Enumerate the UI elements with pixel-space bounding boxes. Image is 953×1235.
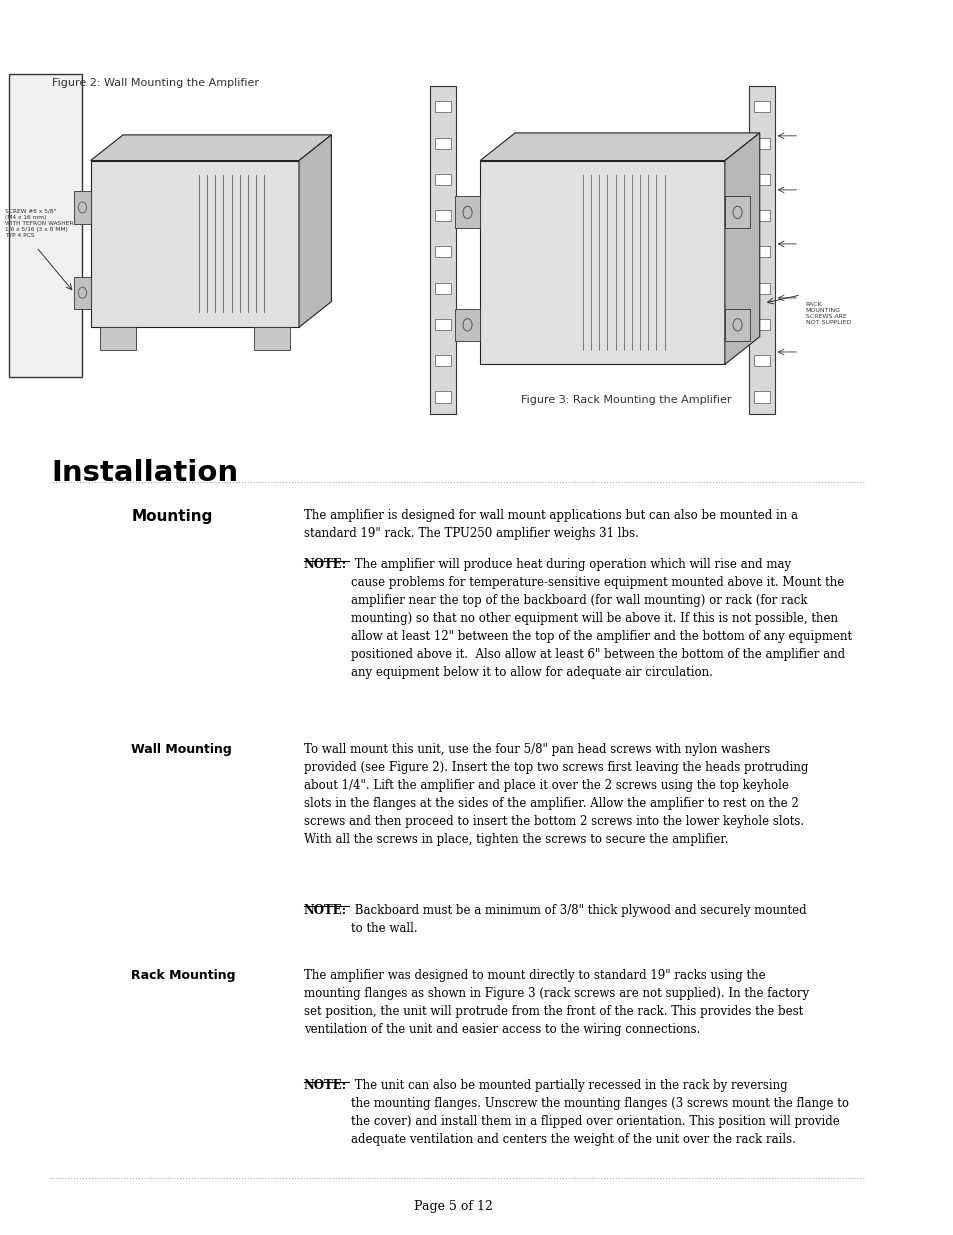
Polygon shape <box>724 133 759 364</box>
Polygon shape <box>91 161 298 327</box>
Polygon shape <box>455 196 479 228</box>
Text: NOTE:: NOTE: <box>303 904 346 918</box>
Bar <box>435 210 451 221</box>
Bar <box>753 356 769 367</box>
Text: The unit can also be mounted partially recessed in the rack by reversing
the mou: The unit can also be mounted partially r… <box>351 1079 848 1146</box>
Text: The amplifier was designed to mount directly to standard 19" racks using the
mou: The amplifier was designed to mount dire… <box>303 969 808 1036</box>
Polygon shape <box>74 277 91 309</box>
Bar <box>435 283 451 294</box>
Text: Mounting: Mounting <box>132 509 213 524</box>
Bar <box>753 137 769 148</box>
Polygon shape <box>298 135 331 327</box>
Bar <box>753 210 769 221</box>
Bar <box>435 247 451 258</box>
Text: SCREW #6 x 5/8"
(M4 x 16 mm)
WITH TEFRON WASHER
1/6 x 5/16 (3 x 8 MM)
TYP 4 PCS: SCREW #6 x 5/8" (M4 x 16 mm) WITH TEFRON… <box>5 209 73 238</box>
Polygon shape <box>91 135 331 161</box>
Bar <box>753 174 769 185</box>
Polygon shape <box>479 161 724 364</box>
Text: RACK
MOUNTING
SCREWS ARE
NOT SUPPLIED: RACK MOUNTING SCREWS ARE NOT SUPPLIED <box>804 301 850 325</box>
Bar <box>753 283 769 294</box>
Bar <box>753 101 769 112</box>
Polygon shape <box>9 74 81 377</box>
Polygon shape <box>724 196 749 228</box>
Text: Rack Mounting: Rack Mounting <box>132 969 235 983</box>
Text: Figure 3: Rack Mounting the Amplifier: Figure 3: Rack Mounting the Amplifier <box>520 395 731 405</box>
Text: NOTE:: NOTE: <box>303 1079 346 1093</box>
Bar <box>435 101 451 112</box>
Bar <box>435 174 451 185</box>
Polygon shape <box>74 191 91 224</box>
Polygon shape <box>748 86 774 414</box>
Polygon shape <box>455 309 479 341</box>
Polygon shape <box>253 327 290 350</box>
Polygon shape <box>724 309 749 341</box>
Text: To wall mount this unit, use the four 5/8" pan head screws with nylon washers
pr: To wall mount this unit, use the four 5/… <box>303 743 807 846</box>
Text: Installation: Installation <box>51 459 238 488</box>
Text: The amplifier is designed for wall mount applications but can also be mounted in: The amplifier is designed for wall mount… <box>303 509 797 540</box>
Bar <box>435 356 451 367</box>
Bar <box>753 247 769 258</box>
Text: The amplifier will produce heat during operation which will rise and may
cause p: The amplifier will produce heat during o… <box>351 558 851 679</box>
Bar <box>435 391 451 403</box>
Polygon shape <box>479 133 759 161</box>
Bar <box>435 137 451 148</box>
Text: Page 5 of 12: Page 5 of 12 <box>414 1200 492 1214</box>
Text: Backboard must be a minimum of 3/8" thick plywood and securely mounted
to the wa: Backboard must be a minimum of 3/8" thic… <box>351 904 805 935</box>
Bar <box>435 319 451 330</box>
Text: Figure 2: Wall Mounting the Amplifier: Figure 2: Wall Mounting the Amplifier <box>51 78 258 88</box>
Polygon shape <box>430 86 456 414</box>
Polygon shape <box>99 327 135 350</box>
Bar <box>753 319 769 330</box>
Bar <box>753 391 769 403</box>
Text: NOTE:: NOTE: <box>303 558 346 572</box>
Text: Wall Mounting: Wall Mounting <box>132 743 232 757</box>
